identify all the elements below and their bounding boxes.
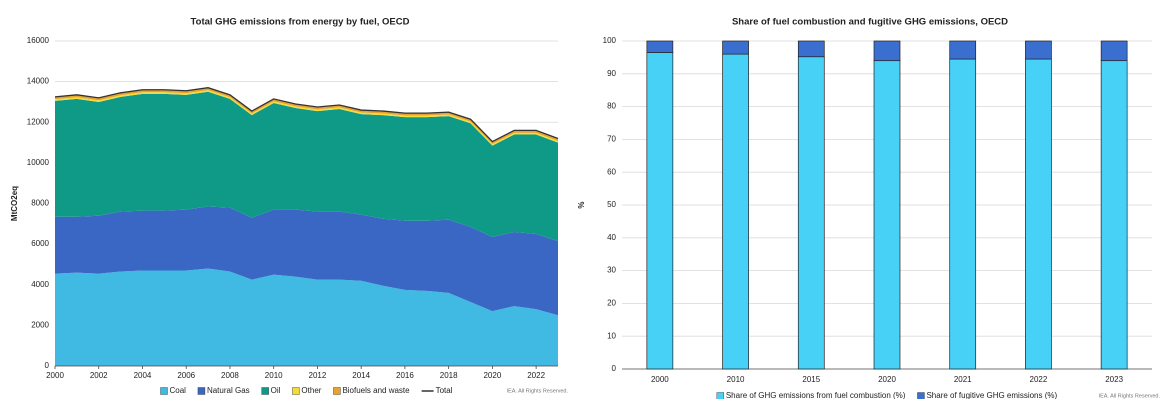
y-axis-label: MtCO2eq <box>10 186 19 221</box>
area <box>55 87 558 144</box>
bar-segment <box>646 52 674 370</box>
legend-swatch <box>716 392 725 399</box>
area <box>55 91 558 242</box>
bar-segment <box>949 40 977 60</box>
legend-label: Share of fugitive GHG emissions (%) <box>926 391 1057 399</box>
x-tick-label: 2022 <box>527 371 545 380</box>
note: IEA. All Rights Reserved. <box>1099 393 1161 399</box>
x-tick-label: 2006 <box>177 371 195 380</box>
legend-swatch <box>261 387 269 395</box>
y-tick-label: 70 <box>607 135 616 144</box>
x-tick-label: 2016 <box>396 371 414 380</box>
x-tick-label: 2002 <box>90 371 108 380</box>
x-tick-label: 2023 <box>1105 375 1123 384</box>
x-tick-label: 2012 <box>309 371 327 380</box>
y-tick-label: 30 <box>607 266 616 275</box>
bar-segment <box>1025 40 1052 60</box>
y-tick-label: 16000 <box>27 36 50 45</box>
bar-segment <box>1100 60 1128 370</box>
y-tick-label: 40 <box>607 233 616 242</box>
bar-segment <box>722 40 749 55</box>
y-tick-label: 0 <box>612 364 617 373</box>
x-tick-label: 2010 <box>265 371 283 380</box>
chart-title: Share of fuel combustion and fugitive GH… <box>732 17 1008 28</box>
x-tick-label: 2000 <box>651 375 669 384</box>
x-tick-label: 2020 <box>878 375 896 384</box>
y-tick-label: 14000 <box>27 77 50 86</box>
y-tick-label: 8000 <box>31 199 49 208</box>
legend-swatch <box>160 387 168 395</box>
area <box>55 206 558 316</box>
x-tick-label: 2018 <box>440 371 458 380</box>
x-tick-label: 2000 <box>46 371 64 380</box>
legend-swatch <box>917 392 925 399</box>
x-tick-label: 2010 <box>727 375 745 384</box>
y-tick-label: 0 <box>45 361 50 370</box>
x-tick-label: 2004 <box>134 371 152 380</box>
y-tick-label: 2000 <box>31 320 49 329</box>
x-tick-label: 2021 <box>954 375 972 384</box>
bar-segment <box>722 53 749 370</box>
y-tick-label: 10 <box>607 331 616 340</box>
legend-label: Other <box>301 386 321 395</box>
x-tick-label: 2008 <box>221 371 239 380</box>
y-tick-label: 6000 <box>31 239 49 248</box>
area <box>55 90 558 146</box>
x-tick-label: 2022 <box>1030 375 1048 384</box>
bar-segment <box>797 56 825 370</box>
chart-title: Total GHG emissions from energy by fuel,… <box>191 17 410 28</box>
area <box>55 268 558 366</box>
legend-label: Coal <box>170 386 187 395</box>
bar-segment <box>797 40 825 58</box>
y-axis-label: % <box>577 201 586 208</box>
total-line <box>54 87 559 143</box>
x-tick-label: 2020 <box>483 371 501 380</box>
legend-swatch <box>292 387 300 395</box>
legend-label: Biofuels and waste <box>342 386 410 395</box>
bar-segment <box>1100 40 1128 62</box>
y-tick-label: 80 <box>607 102 616 111</box>
y-tick-label: 100 <box>603 36 617 45</box>
bar-segment <box>873 40 901 62</box>
legend-swatch <box>197 387 206 395</box>
x-tick-label: 2015 <box>802 375 820 384</box>
legend-label: Share of GHG emissions from fuel combust… <box>726 391 906 399</box>
bar-segment <box>873 60 901 370</box>
y-tick-label: 50 <box>607 200 616 209</box>
x-tick-label: 2014 <box>352 371 370 380</box>
y-tick-label: 12000 <box>27 117 50 126</box>
y-tick-label: 90 <box>607 69 616 78</box>
bar-segment <box>1025 58 1052 370</box>
y-tick-label: 20 <box>607 299 616 308</box>
legend-swatch <box>333 387 341 395</box>
legend-label: Natural Gas <box>207 386 250 395</box>
note: IEA. All Rights Reserved. <box>507 388 569 394</box>
bar-segment <box>949 58 977 370</box>
y-tick-label: 60 <box>607 167 616 176</box>
legend-label: Oil <box>271 386 281 395</box>
y-tick-label: 4000 <box>31 280 49 289</box>
bar-segment <box>646 40 674 53</box>
y-tick-label: 10000 <box>27 158 50 167</box>
legend-label: Total <box>436 386 453 395</box>
